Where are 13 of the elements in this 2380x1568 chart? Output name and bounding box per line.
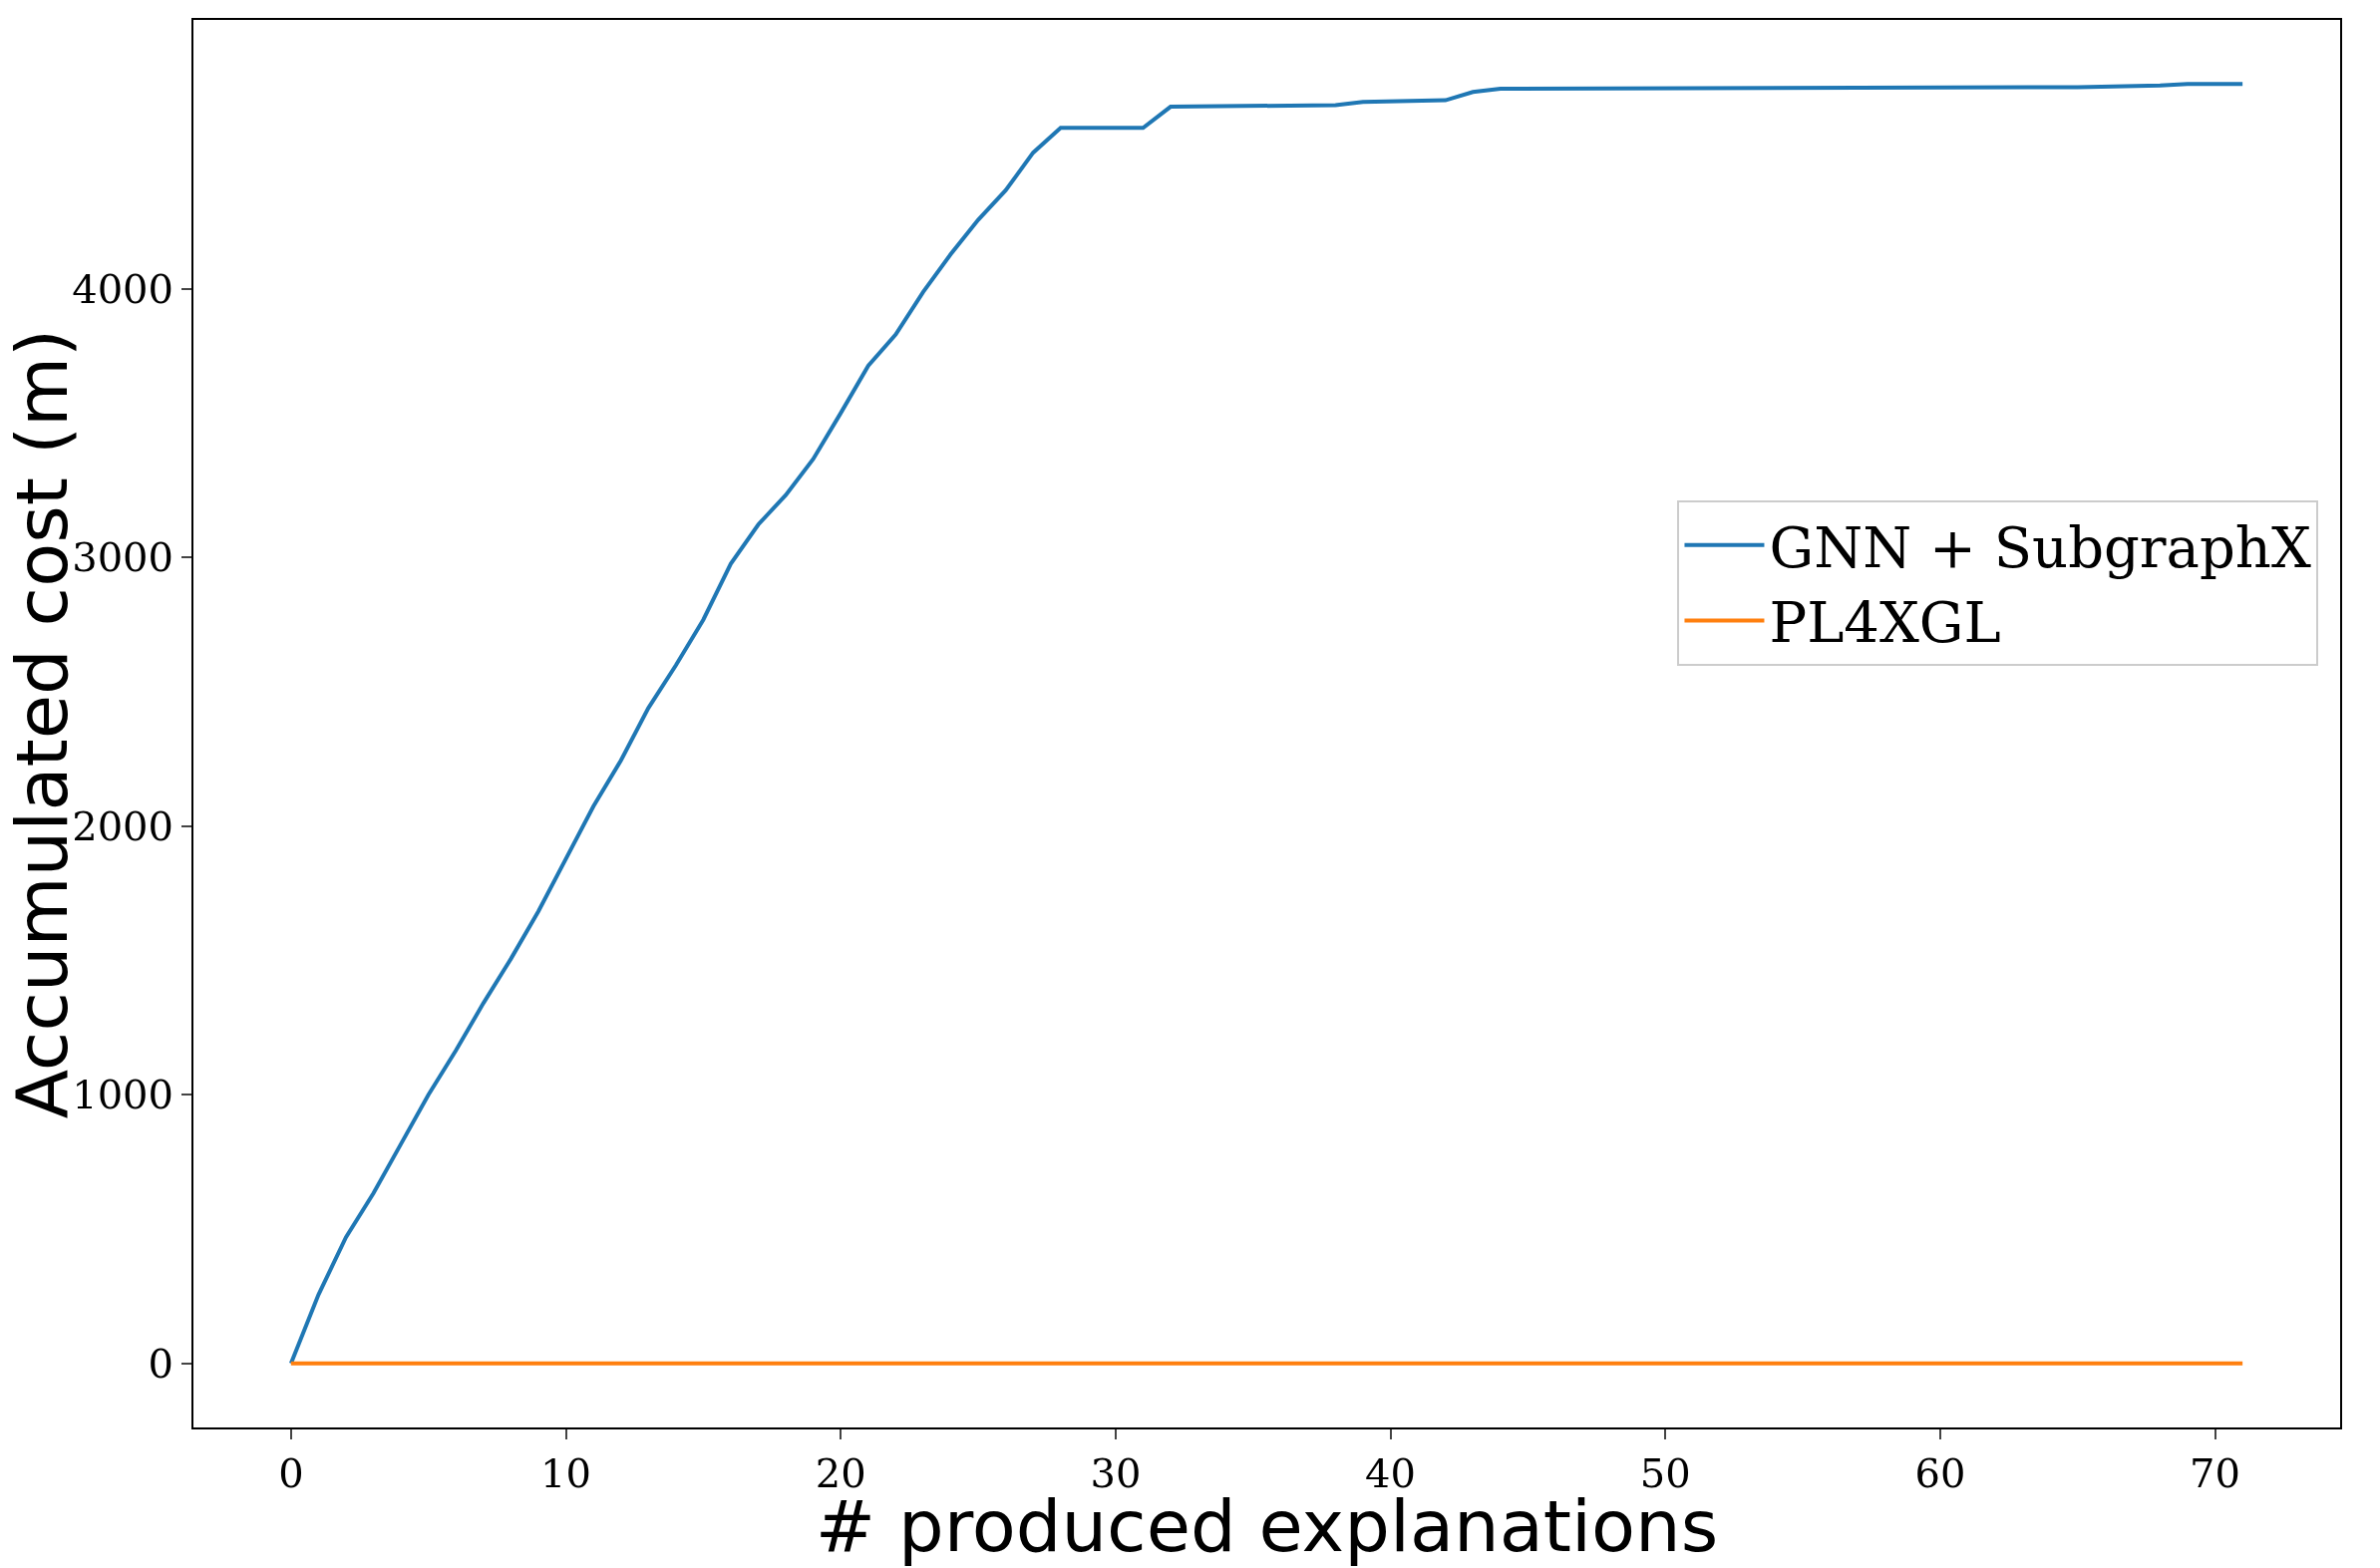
x-tick-label: 0 xyxy=(278,1450,304,1496)
y-tick-label: 3000 xyxy=(72,534,173,581)
x-tick-label: 30 xyxy=(1090,1450,1142,1496)
x-tick-label: 10 xyxy=(540,1450,591,1496)
y-tick-label: 0 xyxy=(148,1340,173,1387)
x-tick-label: 50 xyxy=(1639,1450,1691,1496)
y-tick-label: 2000 xyxy=(72,802,173,849)
legend-label: GNN + SubgraphX xyxy=(1769,514,2311,580)
y-tick-label: 4000 xyxy=(72,265,173,312)
legend-label: PL4XGL xyxy=(1769,590,2001,656)
x-tick-label: 70 xyxy=(2190,1450,2241,1496)
x-tick-label: 60 xyxy=(1914,1450,1966,1496)
x-tick-label: 40 xyxy=(1365,1450,1416,1496)
